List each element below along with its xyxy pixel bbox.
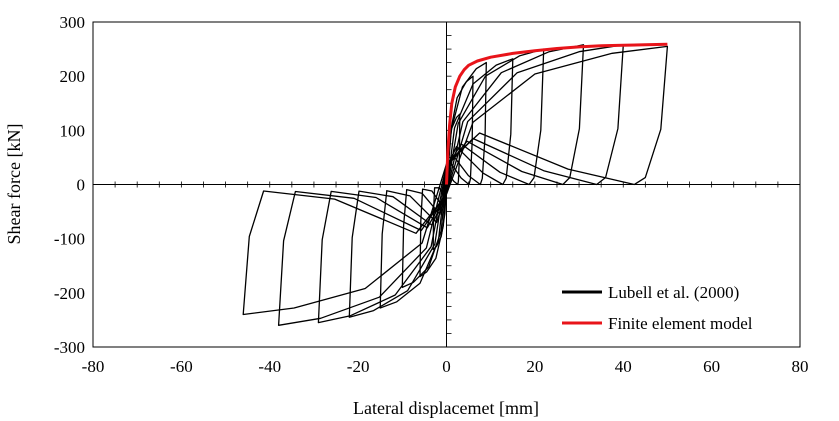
legend-label-fem: Finite element model (608, 314, 753, 333)
x-tick-label: 60 (703, 357, 720, 376)
x-tick-label: 20 (526, 357, 543, 376)
lubell-hysteresis-loop (277, 44, 624, 326)
legend-label-lubell: Lubell et al. (2000) (608, 283, 739, 302)
tick-labels: -80 -60 -40 -20 0 20 40 60 80-300-200-1000100200… (54, 13, 809, 376)
legend: Lubell et al. (2000) Finite element mode… (562, 283, 753, 333)
lubell-hysteresis-loop (242, 45, 669, 316)
y-axis-title: Shear force [kN] (4, 124, 24, 245)
y-tick-label: 200 (60, 67, 86, 86)
y-tick-label: -100 (54, 230, 85, 249)
y-tick-label: 0 (77, 176, 86, 195)
lubell-hysteresis-loop (348, 48, 545, 318)
fem-curve (445, 42, 668, 185)
y-tick-label: 300 (60, 13, 86, 32)
x-tick-label: 80 (792, 357, 809, 376)
y-tick-label: -300 (54, 338, 85, 357)
x-tick-label: 0 (442, 357, 451, 376)
x-tick-label: -80 (82, 357, 105, 376)
lubell-hysteresis-loop (379, 58, 514, 309)
series-layer (242, 42, 669, 326)
y-tick-label: 100 (60, 121, 86, 140)
x-axis-title: Lateral displacemet [mm] (353, 398, 539, 418)
x-tick-label: -20 (347, 357, 370, 376)
x-tick-label: 40 (615, 357, 632, 376)
x-tick-label: -60 (170, 357, 193, 376)
y-tick-label: -200 (54, 284, 85, 303)
x-tick-label: -40 (258, 357, 281, 376)
